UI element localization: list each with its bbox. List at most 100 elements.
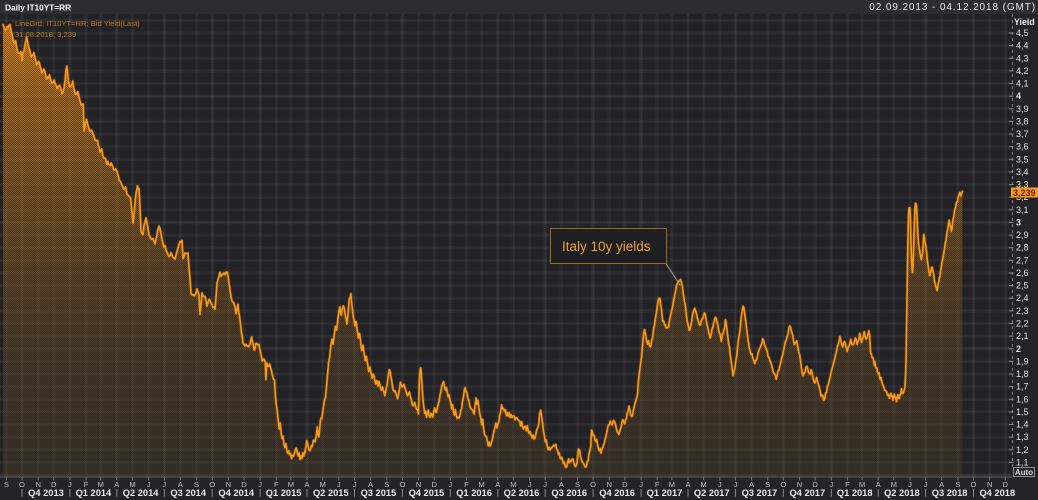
svg-text:1,9: 1,9 (1016, 356, 1029, 366)
svg-text:Q1 2017: Q1 2017 (647, 488, 683, 498)
svg-text:J: J (162, 480, 166, 489)
svg-text:Q4 2016: Q4 2016 (599, 488, 635, 498)
svg-text:3: 3 (1016, 217, 1021, 227)
svg-text:Q4 2014: Q4 2014 (218, 488, 254, 498)
svg-text:M: M (98, 480, 104, 489)
svg-text:M: M (510, 480, 516, 489)
svg-text:F: F (274, 480, 279, 489)
svg-text:2,9: 2,9 (1016, 230, 1029, 240)
svg-text:S: S (955, 480, 960, 489)
svg-text:Yield: Yield (1014, 17, 1035, 27)
svg-text:Q4 2013: Q4 2013 (28, 488, 64, 498)
svg-text:M: M (288, 480, 294, 489)
svg-text:S: S (384, 480, 389, 489)
svg-text:A: A (178, 480, 184, 489)
svg-text:J: J (908, 480, 912, 489)
svg-text:Q2 2018: Q2 2018 (884, 488, 920, 498)
svg-text:1,8: 1,8 (1016, 369, 1029, 379)
svg-text:O: O (780, 480, 786, 489)
svg-text:Q2 2015: Q2 2015 (313, 488, 349, 498)
svg-text:D: D (812, 480, 818, 489)
svg-text:M: M (320, 480, 326, 489)
svg-text:F: F (464, 480, 469, 489)
svg-text:F: F (655, 480, 660, 489)
svg-text:4,3: 4,3 (1016, 53, 1029, 63)
svg-text:Q4 2015: Q4 2015 (409, 488, 445, 498)
svg-text:F: F (84, 480, 89, 489)
svg-text:2,4: 2,4 (1016, 293, 1029, 303)
svg-text:D: D (622, 480, 628, 489)
svg-text:M: M (859, 480, 865, 489)
svg-text:A: A (876, 480, 882, 489)
svg-text:1,3: 1,3 (1016, 432, 1029, 442)
svg-text:3,1: 3,1 (1016, 205, 1029, 215)
svg-text:N: N (416, 480, 421, 489)
svg-text:D: D (431, 480, 437, 489)
svg-text:Q1 2015: Q1 2015 (266, 488, 302, 498)
svg-text:2: 2 (1016, 344, 1021, 354)
svg-text:1,1: 1,1 (1016, 457, 1029, 467)
svg-text:F: F (845, 480, 850, 489)
svg-text:31.08.2018; 3,239: 31.08.2018; 3,239 (15, 30, 76, 39)
svg-text:A: A (495, 480, 501, 489)
svg-text:D: D (51, 480, 57, 489)
svg-text:3,8: 3,8 (1016, 116, 1029, 126)
svg-text:Auto: Auto (1015, 468, 1033, 477)
svg-text:3,239: 3,239 (1013, 188, 1036, 198)
svg-text:J: J (353, 480, 357, 489)
svg-text:1,2: 1,2 (1016, 445, 1029, 455)
svg-text:O: O (590, 480, 596, 489)
svg-text:J: J (718, 480, 722, 489)
svg-text:A: A (685, 480, 691, 489)
svg-text:Q3 2017: Q3 2017 (742, 488, 778, 498)
svg-text:J: J (258, 480, 262, 489)
svg-text:M: M (478, 480, 484, 489)
svg-text:J: J (734, 480, 738, 489)
svg-text:4,2: 4,2 (1016, 66, 1029, 76)
svg-text:D: D (241, 480, 247, 489)
svg-text:M: M (700, 480, 706, 489)
svg-text:Daily IT10YT=RR: Daily IT10YT=RR (5, 3, 71, 13)
svg-text:1,5: 1,5 (1016, 407, 1029, 417)
svg-text:Q4 2017: Q4 2017 (789, 488, 825, 498)
svg-text:Q1 2018: Q1 2018 (837, 488, 873, 498)
svg-text:N: N (35, 480, 40, 489)
svg-text:N: N (607, 480, 612, 489)
svg-text:1,4: 1,4 (1016, 420, 1029, 430)
svg-text:3,7: 3,7 (1016, 129, 1029, 139)
svg-text:Q2 2014: Q2 2014 (123, 488, 159, 498)
svg-text:2,8: 2,8 (1016, 243, 1029, 253)
svg-text:2,3: 2,3 (1016, 306, 1029, 316)
svg-text:2,1: 2,1 (1016, 331, 1029, 341)
svg-text:M: M (669, 480, 675, 489)
svg-text:2,5: 2,5 (1016, 281, 1029, 291)
svg-text:J: J (528, 480, 532, 489)
svg-text:Q3 2014: Q3 2014 (170, 488, 206, 498)
svg-text:4,4: 4,4 (1016, 41, 1029, 51)
svg-text:4: 4 (1016, 91, 1021, 101)
svg-text:Q4 2018: Q4 2018 (979, 488, 1015, 498)
svg-text:J: J (68, 480, 72, 489)
svg-text:Q1 2014: Q1 2014 (76, 488, 112, 498)
svg-text:2,6: 2,6 (1016, 268, 1029, 278)
svg-text:Q1 2016: Q1 2016 (456, 488, 492, 498)
svg-text:LineGrd; IT10YT=RR; Bid Yield(: LineGrd; IT10YT=RR; Bid Yield(Last) (15, 19, 140, 28)
svg-text:2,7: 2,7 (1016, 255, 1029, 265)
svg-text:Q3 2015: Q3 2015 (361, 488, 397, 498)
svg-text:N: N (226, 480, 231, 489)
svg-text:4,1: 4,1 (1016, 79, 1029, 89)
svg-text:M: M (129, 480, 135, 489)
svg-text:Q3 2018: Q3 2018 (932, 488, 968, 498)
svg-text:N: N (987, 480, 992, 489)
svg-text:J: J (543, 480, 547, 489)
svg-text:Q2 2016: Q2 2016 (504, 488, 540, 498)
svg-text:3,3: 3,3 (1016, 180, 1029, 190)
svg-text:1,6: 1,6 (1016, 394, 1029, 404)
svg-text:O: O (209, 480, 215, 489)
svg-text:O: O (971, 480, 977, 489)
svg-text:S: S (194, 480, 199, 489)
svg-text:J: J (924, 480, 928, 489)
svg-text:M: M (891, 480, 897, 489)
svg-text:J: J (639, 480, 643, 489)
svg-text:Italy 10y yields: Italy 10y yields (562, 239, 651, 254)
